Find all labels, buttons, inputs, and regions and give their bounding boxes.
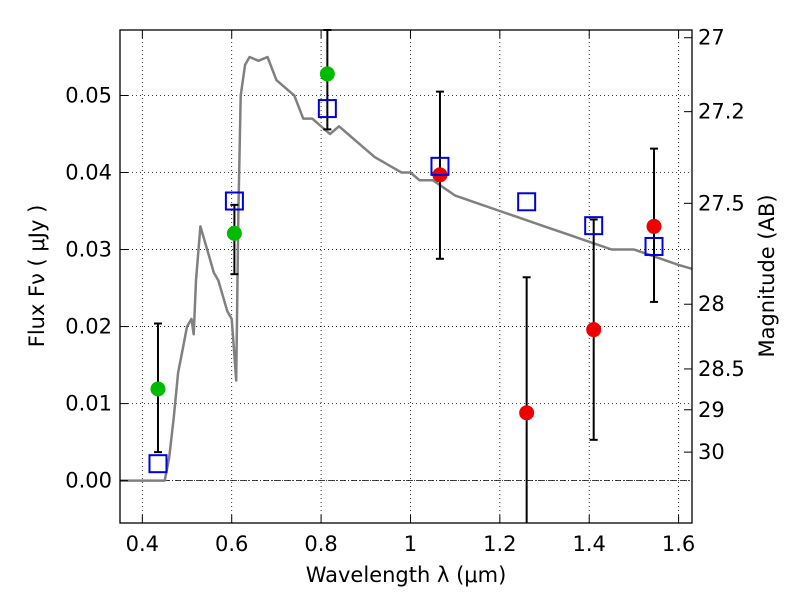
model-photometry-square [584,216,604,236]
y-tick-label: 0.02 [65,315,112,339]
flux-point [226,225,242,241]
model-photometry-square [148,454,168,474]
right-tick-label: 28 [698,292,725,316]
right-tick-label: 27 [698,26,725,50]
x-axis-label: Wavelength λ (μm) [306,563,507,587]
y-tick-label: 0.03 [65,238,112,262]
flux-point [646,218,662,234]
x-tick-label: 1 [404,532,417,556]
right-tick-label: 30 [698,440,725,464]
y-tick-label: 0.05 [65,83,112,107]
y-axis-label-left: Flux Fν ( μJy ) [25,205,49,348]
flux-point [586,322,602,338]
axis-ticks: 0.4 0.6 0.8 1 1.2 1.4 1.6 0.00 0.01 0.02 0.03 0.04 0… [65,26,745,556]
y-tick-label: 0.00 [65,469,112,493]
x-tick-label: 1.6 [662,532,695,556]
grid-lines [120,30,692,523]
x-tick-label: 1.4 [573,532,606,556]
y-tick-label: 0.01 [65,392,112,416]
plot-area [120,29,693,523]
right-tick-label: 27.2 [698,100,745,124]
x-tick-label: 0.6 [215,532,248,556]
right-tick-label: 29 [698,398,725,422]
y-axis-label-right: Magnitude (AB) [755,194,779,357]
y-tick-label: 0.04 [65,161,112,185]
x-tick-label: 0.4 [126,532,159,556]
flux-point [150,381,166,397]
model-photometry-square [430,156,450,176]
right-tick-label: 27.5 [698,191,745,215]
flux-point [519,405,535,421]
plot-frame [119,29,693,524]
right-tick-label: 28.5 [698,357,745,381]
flux-point [319,66,335,82]
x-tick-label: 0.8 [304,532,337,556]
model-photometry-square [224,191,244,211]
model-spectrum-line [120,55,693,482]
model-photometry-square [317,99,337,119]
model-photometry-square [644,236,664,256]
model-photometry-square [517,192,537,212]
x-tick-label: 1.2 [483,532,516,556]
